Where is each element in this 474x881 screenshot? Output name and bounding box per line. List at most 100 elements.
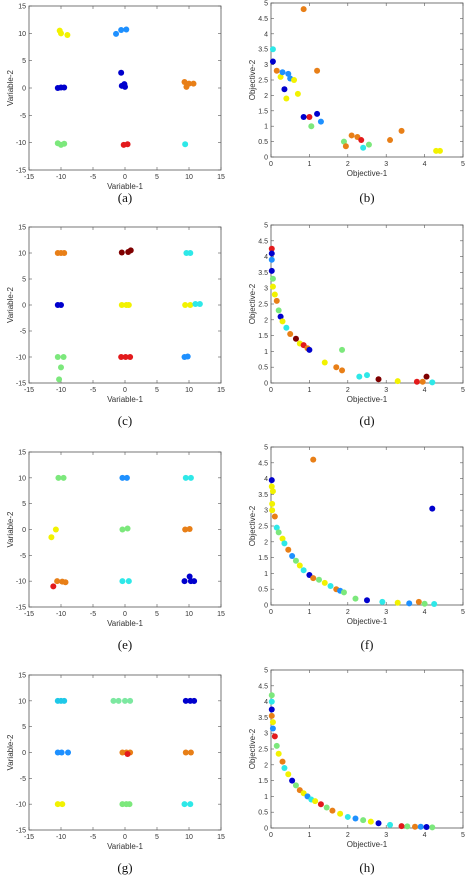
data-point — [65, 749, 72, 756]
data-point — [127, 247, 134, 254]
panel-g: -15 -10 -5 0 5 10 15 -15 -10 -5 0 5 10 15 Variable-1 Va… — [6, 673, 225, 876]
y-tick-label: 0 — [22, 86, 26, 93]
data-point — [317, 118, 324, 125]
data-point — [323, 804, 330, 811]
y-tick-label: 3.5 — [258, 492, 268, 499]
x-tick-label: -10 — [56, 611, 66, 618]
y-tick-label: 5 — [22, 724, 26, 731]
data-point — [127, 697, 134, 704]
y-tick-label: 5 — [22, 277, 26, 284]
y-tick-label: 5 — [22, 501, 26, 508]
data-point — [273, 297, 280, 304]
data-point — [387, 137, 394, 144]
x-tick-label: 5 — [155, 174, 159, 181]
x-tick-label: 10 — [185, 834, 193, 841]
y-tick-label: 2.5 — [258, 78, 268, 85]
data-point — [126, 801, 133, 808]
data-point — [291, 77, 298, 83]
data-point — [124, 525, 131, 532]
y-tick-label: -5 — [20, 553, 26, 560]
y-tick-label: 4 — [264, 476, 268, 483]
data-point — [269, 283, 276, 290]
y-axis-label: Objective-2 — [248, 59, 257, 100]
x-tick-label: -5 — [90, 174, 96, 181]
data-point — [279, 318, 286, 325]
data-point — [271, 291, 278, 298]
x-tick-label: -5 — [90, 387, 96, 394]
data-point — [60, 354, 67, 360]
y-tick-label: -15 — [16, 828, 26, 835]
data-point — [110, 697, 117, 704]
data-point — [183, 83, 190, 90]
data-point — [317, 801, 324, 808]
y-tick-label: 1 — [264, 571, 268, 578]
y-tick-label: 3 — [264, 286, 268, 293]
data-point — [269, 275, 276, 282]
plot-frame — [270, 669, 464, 829]
y-tick-label: 3 — [264, 731, 268, 738]
y-tick-label: 0 — [22, 750, 26, 757]
data-point — [431, 601, 438, 608]
data-point — [398, 823, 405, 830]
data-point — [306, 113, 313, 120]
data-point — [308, 123, 315, 130]
x-axis-label: Variable-1 — [107, 619, 143, 628]
data-point — [269, 500, 276, 507]
y-tick-label: 0.5 — [258, 365, 268, 372]
y-tick-label: 1 — [264, 349, 268, 356]
x-tick-label: 3 — [384, 832, 388, 839]
data-point — [181, 801, 188, 808]
x-tick-label: 0 — [269, 832, 273, 839]
data-point — [283, 95, 290, 102]
x-tick-label: 4 — [423, 832, 427, 839]
y-tick-label: 1.5 — [258, 108, 268, 115]
x-tick-label: 2 — [346, 832, 350, 839]
data-point — [184, 353, 191, 360]
plot-frame — [270, 446, 464, 606]
data-point — [337, 810, 344, 817]
x-tick-label: 15 — [217, 387, 225, 394]
y-tick-label: -10 — [16, 140, 26, 147]
data-point — [429, 824, 436, 831]
data-point — [360, 817, 367, 824]
data-point — [294, 90, 301, 97]
data-point — [61, 250, 68, 256]
data-point — [124, 751, 131, 758]
y-tick-label: 3 — [264, 508, 268, 515]
y-tick-label: -15 — [16, 168, 26, 175]
y-tick-label: 5 — [22, 58, 26, 65]
data-point — [122, 354, 129, 360]
data-point — [55, 474, 62, 481]
data-point — [413, 378, 420, 385]
panel-h: 0 1 2 3 4 5 0 0.5 1 1.5 2 2.5 3 3.5 4 4.5 5 Objective-1 Ob… — [248, 668, 465, 876]
y-tick-label: 2.5 — [258, 747, 268, 754]
y-tick-label: 4.5 — [258, 460, 268, 467]
data-point — [182, 749, 189, 756]
data-point — [321, 579, 328, 586]
data-point — [125, 578, 132, 585]
x-tick-label: 5 — [461, 609, 465, 616]
data-point — [190, 80, 197, 87]
y-tick-label: 0 — [264, 155, 268, 162]
data-point — [50, 583, 57, 590]
x-tick-label: 5 — [461, 832, 465, 839]
y-tick-label: 4 — [264, 254, 268, 261]
x-tick-label: -15 — [24, 387, 34, 394]
x-tick-label: -15 — [24, 174, 34, 181]
data-point — [292, 782, 299, 789]
data-point — [64, 31, 71, 38]
data-point — [62, 579, 69, 586]
panel-caption: (f) — [361, 637, 374, 652]
data-point — [192, 300, 199, 307]
y-tick-label: 4 — [264, 699, 268, 706]
data-point — [281, 86, 288, 93]
y-tick-label: -5 — [20, 113, 26, 120]
data-point — [268, 267, 275, 274]
data-point — [364, 372, 370, 379]
data-point — [191, 578, 198, 585]
data-point — [273, 524, 280, 531]
data-point — [115, 697, 122, 704]
data-point — [119, 578, 126, 585]
data-point — [271, 513, 278, 520]
x-tick-label: 0 — [269, 161, 273, 168]
